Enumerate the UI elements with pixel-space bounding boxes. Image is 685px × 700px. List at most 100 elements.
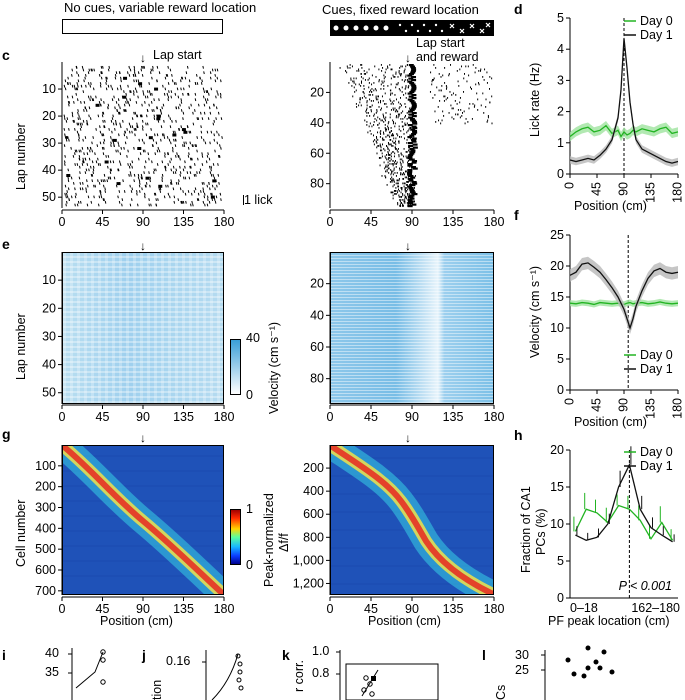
panel-label-h: h (514, 427, 523, 443)
e-left-y-tick-label-10: 10 (42, 273, 56, 287)
header-right: Cues, fixed reward location (322, 2, 479, 17)
g-left-y-tick-label-300: 300 (35, 501, 56, 515)
d-series-1 (569, 38, 679, 164)
j-axis-title-fragment: tion (150, 679, 164, 700)
lick-ticks-right (339, 64, 493, 208)
velocity-map-right (330, 252, 494, 404)
e-left-x-tick-label-90: 90 (136, 410, 150, 424)
c-left-y-tick-label-20: 20 (42, 109, 56, 123)
lick-ticks-left (63, 65, 223, 207)
e-left-y-tick-label-30: 30 (42, 329, 56, 343)
f-ytick-label-15: 15 (550, 290, 564, 304)
c-left-x-tick-label-90: 90 (136, 215, 150, 229)
g-right-x-tick-label-90: 90 (405, 602, 419, 616)
e-left-y-tick-label-50: 50 (42, 386, 56, 400)
g-left-x-tick-label-135: 135 (173, 602, 194, 616)
f-ytick-label-10: 10 (550, 321, 564, 335)
c-right-x-tick-label-90: 90 (405, 215, 419, 229)
d-series-0 (569, 124, 679, 138)
panel-label-k: k (282, 647, 290, 663)
i-tick-35: 35 (45, 665, 59, 679)
lap-start-arrow-e-left: ↓ (140, 239, 146, 253)
lap-start-reward-label-1: Lap start (416, 36, 465, 50)
c-left-y-tick-label-10: 10 (42, 82, 56, 96)
f-xtick-label-45: 45 (589, 398, 603, 412)
d-ytick-label-4: 4 (557, 42, 564, 56)
l-axis-title-fragment: Cs (494, 684, 508, 700)
position-axis-title-right: Position (cm) (368, 614, 441, 628)
l-tick-25: 25 (515, 663, 529, 677)
c-left-x-tick-label-0: 0 (59, 215, 66, 229)
lap-start-arrow-g-left: ↓ (140, 431, 146, 445)
f-legend-day1: Day 1 (640, 362, 673, 376)
e-right-y-tick-label-40: 40 (310, 308, 324, 322)
fraction-axis-title-1: Fraction of CA1 (519, 486, 533, 573)
g-right-x-tick-label-180: 180 (484, 602, 505, 616)
g-left-y-tick-label-100: 100 (35, 459, 56, 473)
e-left-x-tick-label-180: 180 (214, 410, 235, 424)
lap-start-arrow-right: ↓ (405, 51, 411, 65)
c-right-y-tick-label-60: 60 (310, 146, 324, 160)
panel-label-l: l (482, 647, 486, 663)
d-legend-day0: Day 0 (640, 14, 673, 28)
c-right-x-tick-label-45: 45 (364, 215, 378, 229)
c-right-y-tick-label-20: 20 (310, 85, 324, 99)
p-value-label: P < 0.001 (619, 579, 672, 593)
velocity-cbar-max: 40 (246, 331, 260, 345)
g-left-x-tick-label-90: 90 (136, 602, 150, 616)
f-series-0 (569, 301, 679, 306)
e-right-x-tick-label-135: 135 (443, 410, 464, 424)
lap-start-arrow-g-right: ↓ (405, 431, 411, 445)
e-left-x-tick-label-0: 0 (59, 410, 66, 424)
f-ytick-label-0: 0 (557, 383, 564, 397)
place-cell-diagonal-right (323, 435, 499, 606)
panel-label-f: f (514, 207, 519, 223)
e-left-y-tick-label-40: 40 (42, 358, 56, 372)
l-tick-30: 30 (515, 648, 529, 662)
lap-start-reward-label-2: and reward (416, 50, 479, 64)
d-position-axis-title: Position (cm) (574, 199, 647, 213)
fraction-axis-title-2: PCs (%) (534, 508, 548, 555)
c-left-x-tick-label-45: 45 (96, 215, 110, 229)
c-left-x-tick-label-180: 180 (214, 215, 235, 229)
panel-label-d: d (514, 1, 523, 17)
k-tick-08: 0.8 (312, 666, 330, 680)
h-legend-day0: Day 0 (640, 445, 673, 459)
c-right-y-tick-label-40: 40 (310, 116, 324, 130)
cue-pattern (333, 22, 491, 34)
f-ytick-label-5: 5 (557, 352, 564, 366)
e-right-x-tick-label-0: 0 (327, 410, 334, 424)
h-ytick-label-20: 20 (550, 443, 564, 457)
place-cell-diagonal-left (54, 436, 232, 604)
peak-norm-colorbar (230, 509, 241, 565)
panel-label-g: g (2, 426, 11, 442)
e-left-x-tick-label-45: 45 (96, 410, 110, 424)
e-left-y-tick-label-20: 20 (42, 301, 56, 315)
bottom-row-panels (68, 645, 615, 700)
c-right-x-tick-label-180: 180 (484, 215, 505, 229)
h-ytick-label-0: 0 (557, 591, 564, 605)
peak-norm-cbar-max: 1 (246, 502, 253, 516)
c-right-x-tick-label-0: 0 (327, 215, 334, 229)
lick-rate-axis-title: Lick rate (Hz) (528, 62, 542, 137)
peak-norm-cbar-min: 0 (246, 558, 253, 572)
pf-peak-axis-title: PF peak location (cm) (548, 614, 670, 628)
one-lick-scale (243, 195, 244, 205)
cue-bar (330, 20, 494, 36)
g-left-x-tick-label-180: 180 (214, 602, 235, 616)
f-ytick-label-20: 20 (550, 259, 564, 273)
e-right-x-tick-label-90: 90 (405, 410, 419, 424)
c-right-x-tick-label-135: 135 (443, 215, 464, 229)
e-right-x-tick-label-45: 45 (364, 410, 378, 424)
d-ytick-label-3: 3 (557, 73, 564, 87)
panel-label-e: e (2, 236, 10, 252)
g-right-y-tick-label-1,000: 1,000 (293, 553, 324, 567)
g-right-y-tick-label-400: 400 (303, 484, 324, 498)
d-ytick-label-2: 2 (557, 105, 564, 119)
lap-start-arrow-left: ↓ (140, 51, 146, 65)
velocity-colorbar (230, 339, 241, 395)
g-right-y-tick-label-200: 200 (303, 461, 324, 475)
